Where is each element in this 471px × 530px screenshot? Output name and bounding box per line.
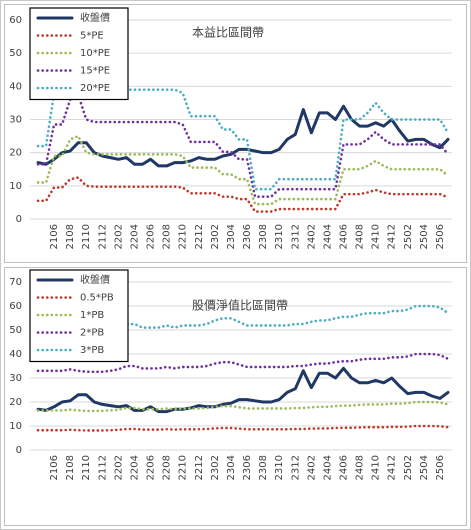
x-tick-label: 2206 (146, 224, 157, 249)
x-tick-label: 2202 (113, 455, 124, 480)
x-tick-label: 2406 (338, 455, 349, 480)
x-tick-label: 2302 (210, 224, 221, 249)
x-tick-label: 2110 (81, 455, 92, 480)
x-tick-label: 2410 (371, 455, 382, 480)
y-tick-label: 50 (9, 48, 22, 59)
legend: 收盤價 0.5*PB 1*PB 2*PB 3*PB (29, 269, 129, 363)
y-tick-label: 30 (9, 115, 22, 126)
legend-label: 0.5*PB (80, 293, 114, 304)
legend-label: 2*PB (80, 328, 104, 339)
x-tick-label: 2412 (387, 224, 398, 249)
legend-label: 20*PE (80, 83, 110, 94)
series-line (36, 104, 450, 168)
x-tick-label: 2502 (403, 455, 414, 480)
series-line (36, 93, 450, 198)
y-tick-label: 70 (9, 277, 22, 288)
legend-label: 10*PE (80, 48, 110, 59)
x-tick-label: 2206 (146, 455, 157, 480)
series-line (36, 352, 450, 374)
x-tick-label: 2304 (226, 455, 237, 480)
y-tick-label: 10 (9, 181, 22, 192)
x-tick-label: 2404 (322, 455, 333, 480)
x-tick-label: 2506 (435, 224, 446, 249)
x-tick-label: 2208 (162, 224, 173, 249)
x-tick-label: 2310 (274, 455, 285, 480)
y-tick-label: 40 (9, 81, 22, 92)
y-tick-label: 0 (16, 445, 22, 456)
x-tick-label: 2406 (338, 224, 349, 249)
x-tick-label: 2112 (97, 455, 108, 480)
x-tick-label: 2308 (258, 224, 269, 249)
x-tick-label: 2410 (371, 224, 382, 249)
x-tick-label: 2208 (162, 455, 173, 480)
x-tick-label: 2204 (129, 455, 140, 480)
y-tick-label: 20 (9, 397, 22, 408)
x-tick-label: 2210 (178, 455, 189, 480)
series-line (36, 424, 450, 432)
x-tick-label: 2408 (355, 224, 366, 249)
legend-box (29, 269, 129, 363)
legend-label: 15*PE (80, 66, 110, 77)
x-tick-label: 2202 (113, 224, 124, 249)
x-tick-label: 2412 (387, 455, 398, 480)
x-tick-label: 2106 (49, 455, 60, 480)
x-tick-label: 2106 (49, 224, 60, 249)
x-tick-label: 2204 (129, 224, 140, 249)
legend-box (29, 7, 129, 101)
x-tick-label: 2506 (435, 455, 446, 480)
y-tick-label: 60 (9, 301, 22, 312)
y-tick-label: 60 (9, 15, 22, 26)
x-tick-label: 2308 (258, 455, 269, 480)
x-tick-label: 2404 (322, 224, 333, 249)
y-tick-label: 50 (9, 325, 22, 336)
series-line (36, 366, 450, 414)
x-tick-label: 2110 (81, 224, 92, 249)
x-tick-label: 2310 (274, 224, 285, 249)
x-tick-label: 2312 (290, 455, 301, 480)
annotation: 本益比區間帶 (192, 26, 264, 40)
x-tick-label: 2312 (290, 224, 301, 249)
x-tick-label: 2108 (65, 455, 76, 480)
x-tick-label: 2304 (226, 224, 237, 249)
x-tick-label: 2306 (242, 455, 253, 480)
x-tick-label: 2502 (403, 224, 414, 249)
x-tick-label: 2108 (65, 224, 76, 249)
legend-label: 收盤價 (80, 11, 110, 24)
legend-label: 1*PB (80, 310, 104, 321)
series-line (36, 400, 450, 413)
y-tick-label: 10 (9, 421, 22, 432)
x-tick-label: 2210 (178, 224, 189, 249)
legend-label: 3*PB (80, 345, 104, 356)
y-tick-label: 20 (9, 148, 22, 159)
y-tick-label: 0 (16, 214, 22, 225)
series-line (36, 176, 450, 213)
x-tick-label: 2408 (355, 455, 366, 480)
y-tick-label: 40 (9, 349, 22, 360)
legend-label: 5*PE (80, 31, 104, 42)
x-tick-label: 2402 (306, 455, 317, 480)
x-tick-label: 2504 (419, 455, 430, 480)
x-tick-label: 2112 (97, 224, 108, 249)
x-tick-label: 2212 (194, 455, 205, 480)
x-tick-label: 2302 (210, 455, 221, 480)
x-tick-label: 2212 (194, 224, 205, 249)
legend: 收盤價 5*PE 10*PE 15*PE 20*PE (29, 7, 129, 101)
y-tick-label: 30 (9, 373, 22, 384)
annotation: 股價淨值比區間帶 (192, 298, 288, 313)
x-tick-label: 2306 (242, 224, 253, 249)
x-tick-label: 2402 (306, 224, 317, 249)
legend-label: 收盤價 (80, 273, 110, 286)
x-tick-label: 2504 (419, 224, 430, 249)
series-line (36, 134, 450, 206)
